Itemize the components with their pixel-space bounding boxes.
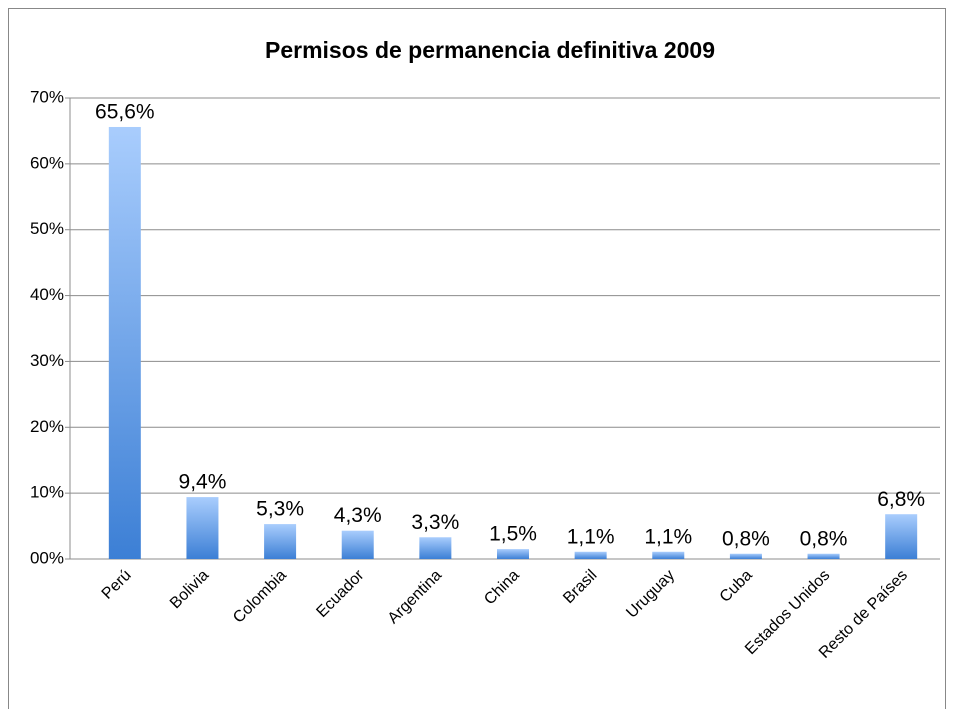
y-tick-label: 10% [30, 483, 64, 502]
bar [885, 514, 918, 559]
data-label: 4,3% [334, 504, 382, 527]
data-label: 1,5% [489, 523, 537, 546]
y-tick-label: 50% [30, 219, 64, 238]
y-tick-label: 30% [30, 351, 64, 370]
data-label: 5,3% [256, 498, 304, 521]
bar [652, 551, 685, 559]
data-label: 6,8% [877, 488, 925, 511]
data-label: 0,8% [800, 527, 848, 550]
bar [108, 126, 141, 559]
bar [807, 553, 840, 559]
data-label: 0,8% [722, 527, 770, 550]
bar [419, 537, 452, 559]
bar [574, 551, 607, 559]
data-label: 9,4% [179, 471, 227, 494]
chart-frame [8, 8, 946, 709]
bar [497, 549, 529, 559]
bar [186, 497, 219, 559]
y-tick-label: 40% [30, 285, 64, 304]
y-tick-label: 20% [30, 417, 64, 436]
bar [341, 530, 374, 559]
data-label: 1,1% [644, 525, 692, 548]
data-label: 1,1% [567, 525, 615, 548]
data-label: 65,6% [95, 101, 155, 124]
bar [729, 553, 762, 559]
data-label: 3,3% [411, 511, 459, 534]
bar [264, 524, 297, 559]
y-tick-label: 00% [30, 548, 64, 567]
chart-title: Permisos de permanencia definitiva 2009 [265, 37, 715, 63]
y-tick-label: 70% [30, 87, 64, 106]
y-tick-label: 60% [30, 153, 64, 172]
